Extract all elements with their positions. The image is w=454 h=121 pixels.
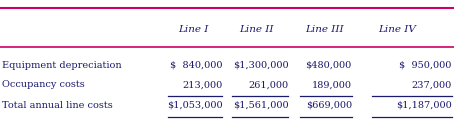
Text: 213,000: 213,000 [182,80,222,89]
Text: $669,000: $669,000 [306,101,352,110]
Text: $1,561,000: $1,561,000 [232,101,288,110]
Text: $1,187,000: $1,187,000 [396,101,452,110]
Text: Occupancy costs: Occupancy costs [2,80,85,89]
Text: Line II: Line II [239,25,274,34]
Text: $1,053,000: $1,053,000 [167,101,222,110]
Text: $  840,000: $ 840,000 [170,61,222,70]
Text: $1,300,000: $1,300,000 [232,61,288,70]
Text: Line III: Line III [305,25,344,34]
Text: Total annual line costs: Total annual line costs [2,101,113,110]
Text: $  950,000: $ 950,000 [400,61,452,70]
Text: 261,000: 261,000 [248,80,288,89]
Text: Equipment depreciation: Equipment depreciation [2,61,122,70]
Text: 237,000: 237,000 [411,80,452,89]
Text: $480,000: $480,000 [306,61,352,70]
Text: Line I: Line I [178,25,208,34]
Text: 189,000: 189,000 [312,80,352,89]
Text: Line IV: Line IV [378,25,416,34]
